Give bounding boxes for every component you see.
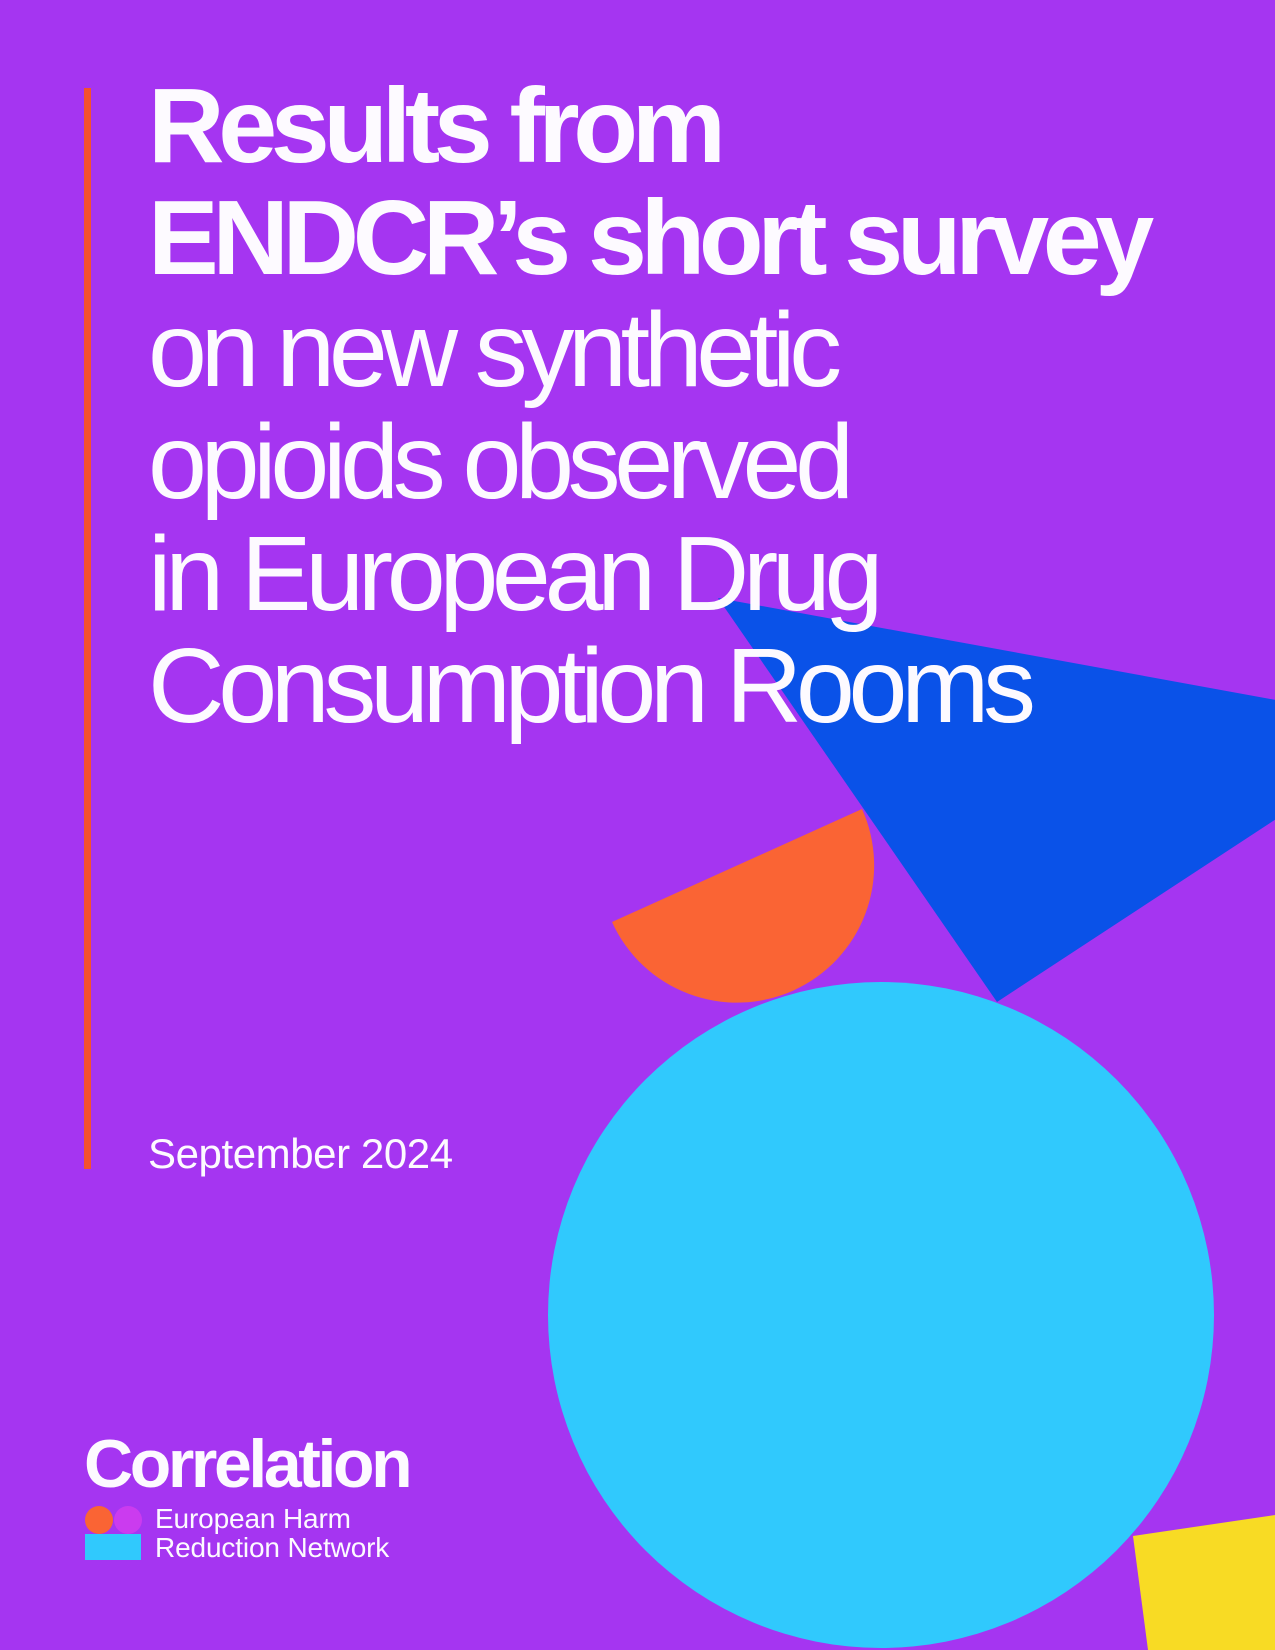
- logo-cyan-bar-icon: [85, 1534, 141, 1560]
- publication-date: September 2024: [148, 1130, 453, 1177]
- blue-cone-shape: [718, 598, 1275, 1002]
- accent-vertical-line: [84, 88, 91, 1169]
- yellow-square-shape: [1133, 1515, 1275, 1650]
- title-line-light: Consumption Rooms: [148, 627, 1036, 745]
- title-line-light: on new synthetic: [148, 291, 842, 409]
- page-title: Results from ENDCR’s short survey on new…: [148, 67, 1154, 745]
- logo-tagline: European Harm Reduction Network: [155, 1504, 389, 1562]
- logo-orange-dot-icon: [85, 1506, 113, 1534]
- title-line-light: in European Drug: [148, 515, 883, 633]
- title-line-bold: ENDCR’s short survey: [148, 179, 1154, 297]
- logo-tagline-line: European Harm: [155, 1503, 351, 1534]
- cyan-circle-shape: [548, 982, 1214, 1648]
- title-line-bold: Results from: [148, 67, 726, 185]
- logo-magenta-dot-icon: [114, 1506, 142, 1534]
- logo-tagline-line: Reduction Network: [155, 1532, 390, 1563]
- logo-wordmark: Correlation: [84, 1426, 413, 1502]
- orange-semicircle-shape: [612, 809, 875, 1003]
- title-line-light: opioids observed: [148, 403, 854, 521]
